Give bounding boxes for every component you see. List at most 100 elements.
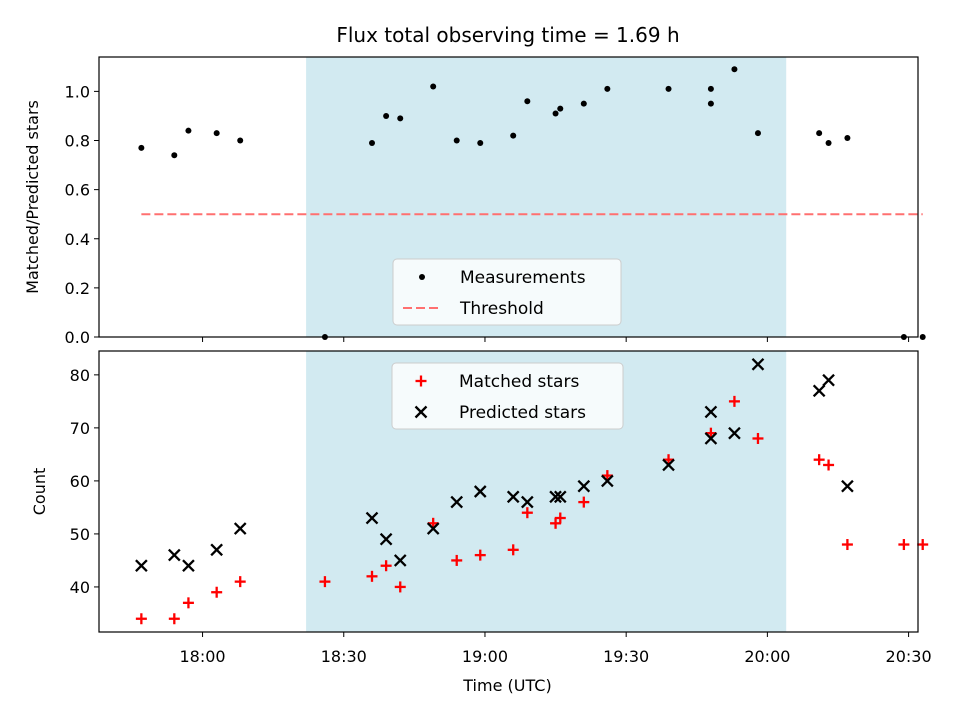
predicted-star-point xyxy=(393,554,407,567)
predicted-star-point xyxy=(365,511,379,525)
measurement-point xyxy=(552,110,559,117)
axes-frame xyxy=(98,56,919,338)
legend-matched-swatch xyxy=(415,375,427,387)
y-tick-label: 40 xyxy=(70,578,90,597)
y-axis-label: Matched/Predicted stars xyxy=(23,100,42,294)
measurement-point xyxy=(185,127,192,134)
measurement-point xyxy=(171,152,178,159)
measurement-point xyxy=(138,144,145,151)
measurement-point xyxy=(707,85,714,92)
matched-star-point xyxy=(578,496,590,508)
predicted-star-point xyxy=(704,432,718,445)
x-tick-label: 18:30 xyxy=(321,647,367,666)
matched-star-point xyxy=(898,539,910,551)
x-tick-label: 19:30 xyxy=(603,647,649,666)
matched-star-point xyxy=(554,512,566,524)
legend: Measurements Threshold xyxy=(392,258,622,326)
legend-predicted-swatch xyxy=(414,405,428,419)
predicted-star-point xyxy=(473,485,487,498)
predicted-star-point xyxy=(601,474,614,488)
matched-star-point xyxy=(663,454,675,466)
matched-star-point xyxy=(752,432,764,444)
matched-star-point xyxy=(135,613,147,625)
x-tick-label: 18:00 xyxy=(179,647,225,666)
measurement-point xyxy=(477,139,484,146)
predicted-star-point xyxy=(233,522,247,535)
x-tick-label: 20:00 xyxy=(744,647,790,666)
matched-star-point xyxy=(507,544,519,556)
matched-star-point xyxy=(319,576,331,588)
matched-star-point xyxy=(168,613,180,625)
measurement-point xyxy=(665,85,672,92)
predicted-star-point xyxy=(506,490,520,504)
y-tick-label: 0.4 xyxy=(65,230,90,249)
predicted-star-point xyxy=(521,495,534,509)
measurement-point xyxy=(524,98,531,105)
measurement-point xyxy=(825,139,832,146)
legend-label: Predicted stars xyxy=(459,403,586,423)
matched-star-point xyxy=(521,507,533,519)
measurement-point xyxy=(816,130,823,137)
measurement-point xyxy=(397,115,404,122)
matched-star-point xyxy=(366,570,378,582)
y-tick-label: 80 xyxy=(70,366,90,385)
measurement-point xyxy=(213,130,220,137)
matched-star-point xyxy=(451,554,463,566)
matched-star-point xyxy=(705,427,717,439)
matched-star-point xyxy=(728,395,740,407)
matched-star-point xyxy=(182,597,194,609)
matched-star-point xyxy=(474,549,486,561)
measurement-point xyxy=(369,139,375,146)
y-tick-label: 70 xyxy=(70,419,90,438)
matched-star-point xyxy=(234,576,246,588)
y-tick-label: 1.0 xyxy=(65,82,90,101)
y-tick-label: 0.6 xyxy=(65,181,90,200)
predicted-star-point xyxy=(450,495,464,509)
predicted-star-point xyxy=(577,479,591,493)
predicted-star-point xyxy=(662,458,675,472)
legend-box xyxy=(391,362,624,430)
measurement-point xyxy=(580,100,587,107)
matched-star-point xyxy=(841,539,853,551)
predicted-star-point xyxy=(841,479,854,493)
y-tick-label: 0.0 xyxy=(65,328,90,347)
chart-title: Flux total observing time = 1.69 h xyxy=(336,23,679,47)
predicted-star-point xyxy=(167,548,181,562)
matched-star-point xyxy=(394,581,406,593)
y-tick-label: 60 xyxy=(70,472,90,491)
predicted-star-point xyxy=(751,357,765,371)
predicted-star-point xyxy=(379,532,393,546)
legend-label: Matched stars xyxy=(459,372,579,392)
panel-counts: 40 50 60 70 80 18:00 18:30 19:00 19:30 20:00 20:30… xyxy=(30,350,932,695)
predicted-star-point xyxy=(822,373,835,387)
predicted-star-point xyxy=(182,559,195,573)
y-axis-label: Count xyxy=(30,468,49,516)
matched-star-point xyxy=(813,454,825,466)
predicted-star-point xyxy=(135,559,148,573)
matched-star-point xyxy=(211,586,223,598)
matched-star-point xyxy=(380,560,392,572)
matched-star-point xyxy=(427,517,439,529)
predicted-star-point xyxy=(553,490,567,504)
measurement-point xyxy=(731,66,738,73)
measurement-point xyxy=(237,137,244,144)
matched-star-point xyxy=(823,459,835,471)
predicted-star-point xyxy=(704,405,718,419)
matched-star-point xyxy=(601,470,613,482)
axes-frame xyxy=(98,350,919,633)
legend: Matched stars Predicted stars xyxy=(391,362,624,430)
y-tick-label: 0.2 xyxy=(65,279,90,298)
matched-star-point xyxy=(917,539,929,551)
predicted-star-point xyxy=(549,490,562,504)
x-tick-label: 20:30 xyxy=(886,647,932,666)
y-tick-label: 0.8 xyxy=(65,132,90,151)
legend-label: Threshold xyxy=(459,299,544,319)
legend-box xyxy=(392,258,622,326)
measurement-point xyxy=(604,85,611,92)
measurement-point xyxy=(919,334,926,340)
panel-ratio: 0.0 0.2 0.4 0.6 0.8 1.0 Matched/Predicted star… xyxy=(23,56,926,347)
predicted-star-point xyxy=(210,543,223,557)
measurement-point xyxy=(844,135,851,142)
predicted-star-point xyxy=(812,384,826,398)
